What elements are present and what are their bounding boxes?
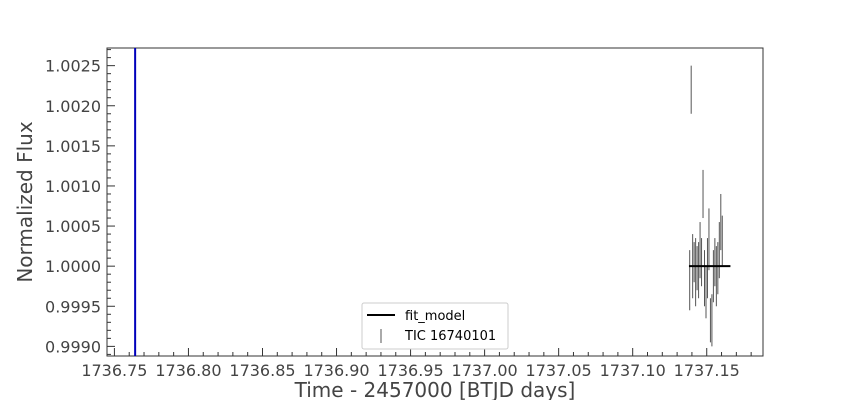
legend: fit_model TIC 16740101 — [361, 302, 509, 350]
x-tick-label: 1736.95 — [377, 361, 443, 380]
y-tick-label: 1.0010 — [45, 177, 101, 196]
x-tick-label: 1737.05 — [526, 361, 592, 380]
x-tick-label: 1736.75 — [81, 361, 147, 380]
x-tick-label: 1736.85 — [229, 361, 295, 380]
legend-tic-label: TIC 16740101 — [404, 329, 496, 344]
data-layer — [134, 48, 731, 356]
x-axis-label: Time - 2457000 [BTJD days] — [294, 378, 576, 400]
legend-box — [361, 302, 509, 350]
x-tick-label: 1737.00 — [452, 361, 518, 380]
y-tick-label: 0.9990 — [45, 337, 101, 356]
x-tick-label: 1737.15 — [674, 361, 740, 380]
y-tick-label: 1.0000 — [45, 257, 101, 276]
x-tick-label: 1737.10 — [600, 361, 666, 380]
y-tick-label: 1.0020 — [45, 97, 101, 116]
x-tick-label: 1736.90 — [303, 361, 369, 380]
y-axis-label: Normalized Flux — [13, 121, 37, 283]
y-tick-label: 1.0025 — [45, 57, 101, 76]
y-tick-label: 1.0005 — [45, 217, 101, 236]
y-axis-ticks: 0.9990 0.9995 1.0000 1.0005 1.0010 1.0015 1.00… — [45, 49, 115, 356]
y-tick-label: 1.0015 — [45, 137, 101, 156]
x-axis-ticks: 1736.75 1736.80 1736.85 1736.90 1736.95 1737.… — [81, 348, 752, 380]
legend-fit-model-label: fit_model — [405, 309, 465, 324]
x-tick-label: 1736.80 — [155, 361, 221, 380]
y-tick-label: 0.9995 — [45, 297, 101, 316]
